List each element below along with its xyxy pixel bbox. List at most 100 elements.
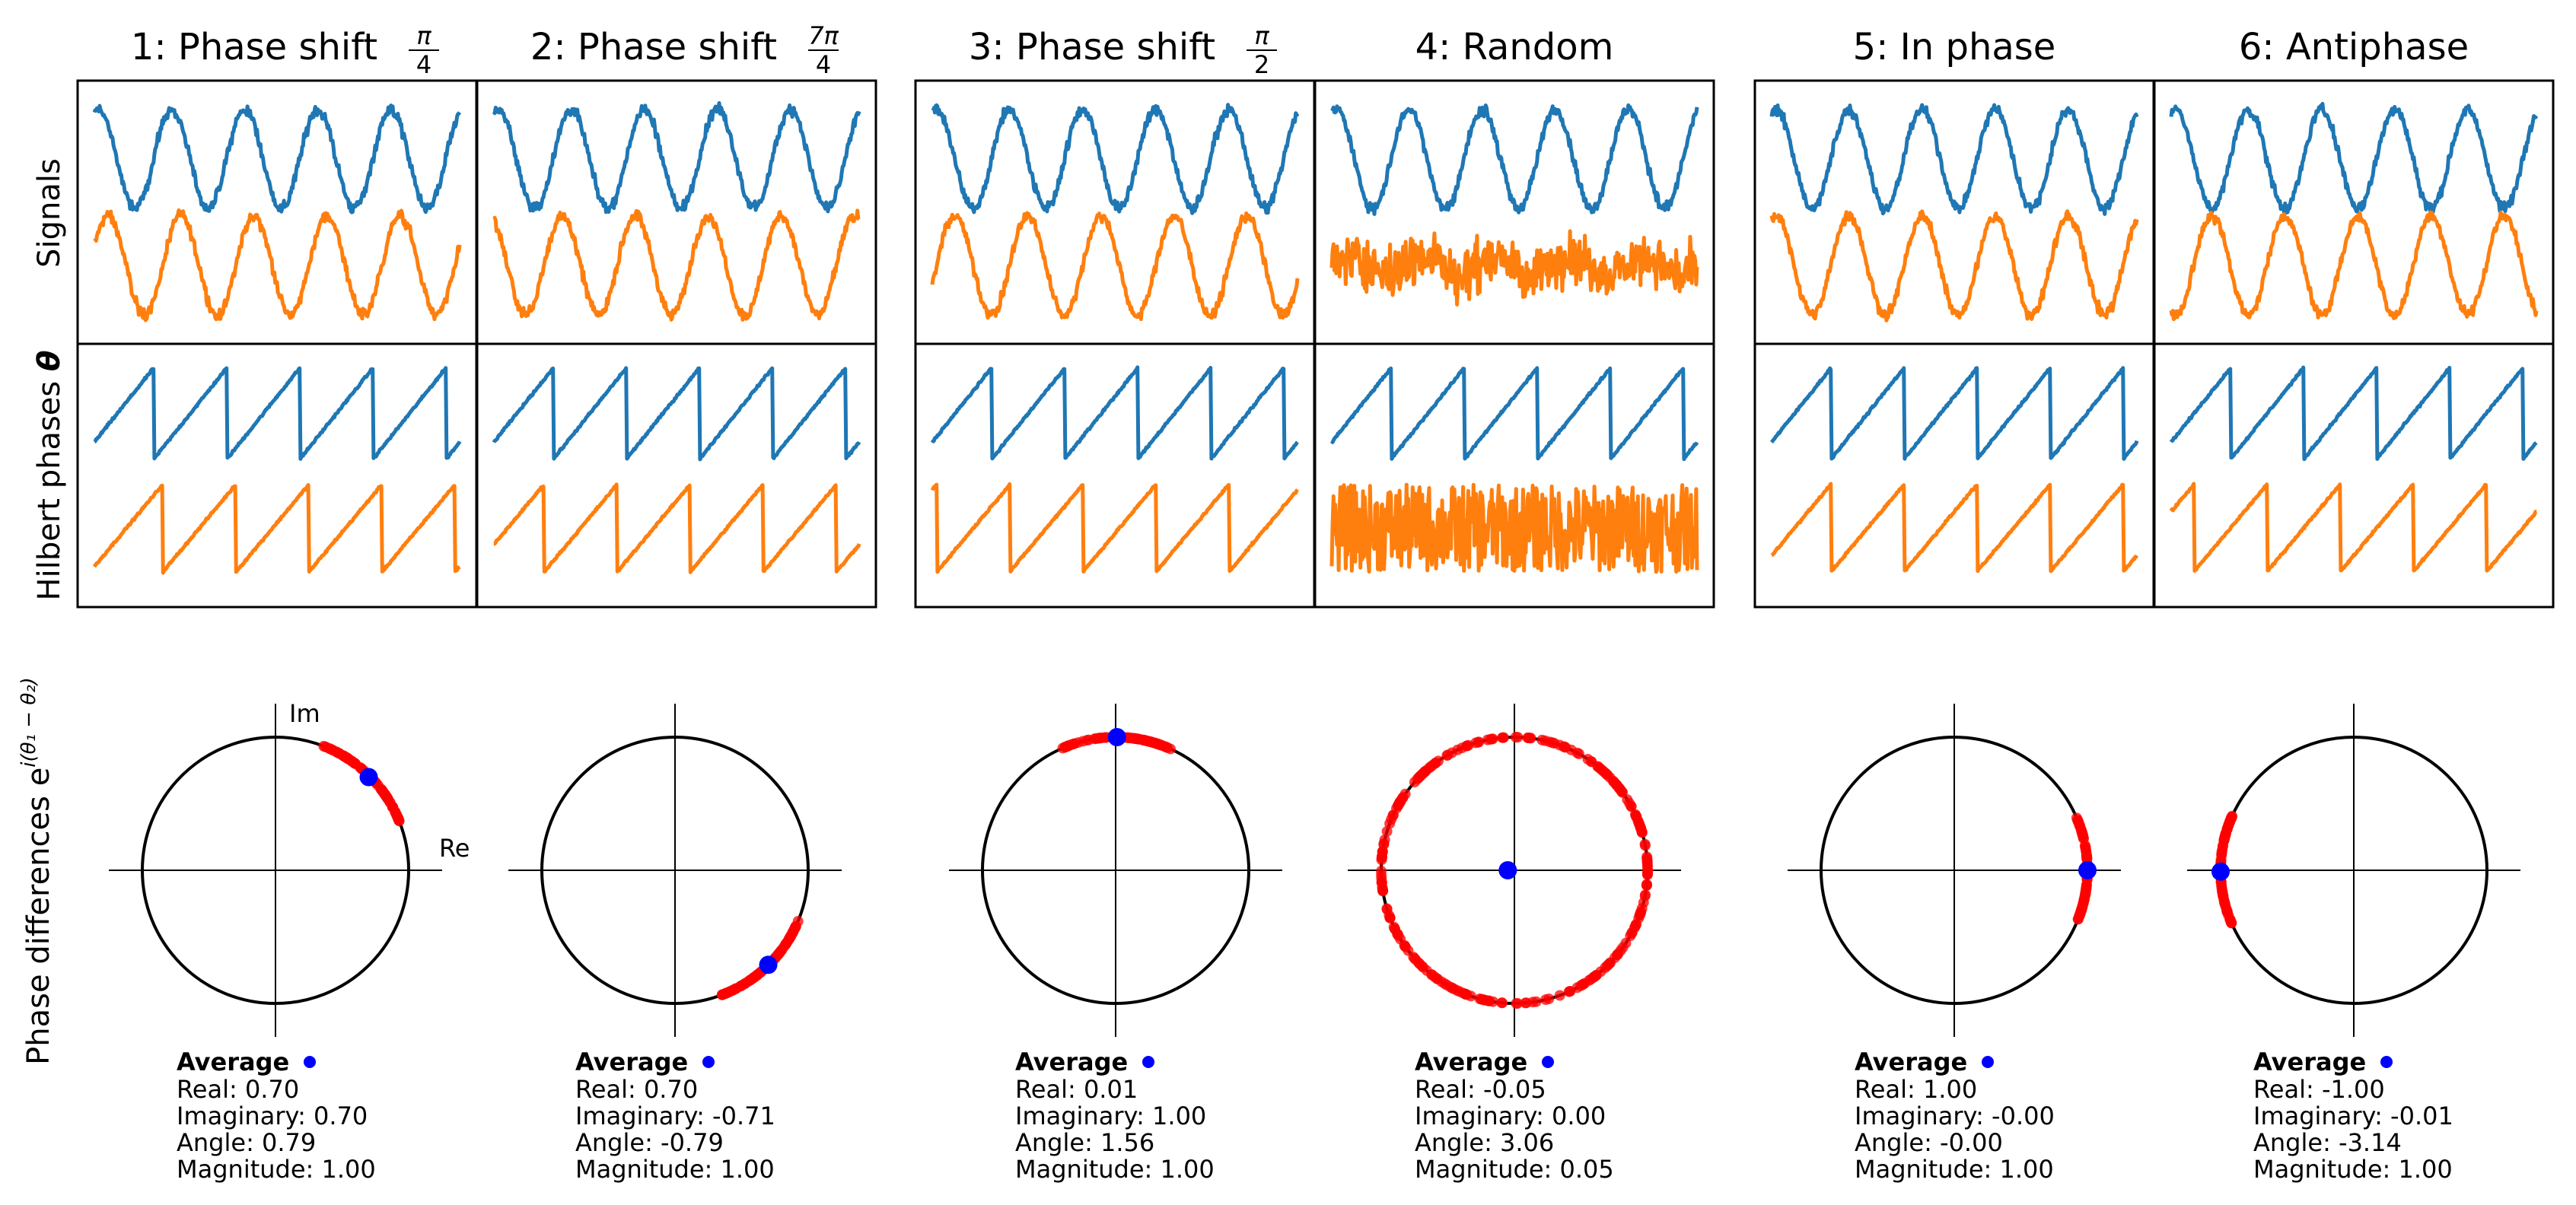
phase-diff-point bbox=[2072, 914, 2084, 925]
signals-axes bbox=[476, 79, 877, 345]
signals-axes bbox=[1313, 79, 1715, 345]
phases-axes bbox=[2153, 342, 2555, 609]
phase-diff-point bbox=[2219, 898, 2231, 909]
signal-1-line bbox=[1330, 103, 1699, 216]
stat-imaginary: Imaginary: 1.00 bbox=[1015, 1102, 1206, 1130]
title-fraction-numerator: π bbox=[1254, 21, 1269, 50]
stat-real: Real: -1.00 bbox=[2253, 1075, 2385, 1104]
phases-axes bbox=[76, 342, 478, 609]
average-heading: Average bbox=[1855, 1048, 1967, 1076]
phase-diff-point bbox=[1634, 910, 1645, 921]
average-heading: Average bbox=[1415, 1048, 1527, 1076]
phase-diff-point bbox=[1565, 986, 1576, 997]
stat-magnitude: Magnitude: 1.00 bbox=[177, 1155, 376, 1184]
signals-axes bbox=[2153, 79, 2555, 345]
average-legend-marker bbox=[1542, 1056, 1554, 1068]
stat-real: Real: -0.05 bbox=[1415, 1075, 1546, 1104]
im-axis-label: Im bbox=[289, 699, 320, 728]
panel-title: 2: Phase shift bbox=[530, 26, 777, 68]
phase-diff-point bbox=[2216, 849, 2227, 860]
phases-frame bbox=[1313, 342, 1715, 609]
phase-diff-point bbox=[1626, 801, 1637, 812]
phases-axes bbox=[1313, 342, 1715, 609]
phases-frame bbox=[914, 342, 1316, 609]
phase-diff-point bbox=[1446, 747, 1457, 758]
phase-diff-point bbox=[1629, 920, 1641, 932]
average-heading: Average bbox=[1015, 1048, 1128, 1076]
phase-diff-point bbox=[2225, 812, 2237, 824]
phase-diff-point bbox=[387, 801, 398, 812]
signal-1-line bbox=[92, 103, 462, 215]
phase-diff-point bbox=[1377, 846, 1388, 857]
phase-diff-point bbox=[780, 939, 791, 950]
phase-1-line bbox=[492, 366, 861, 462]
phase-diff-point bbox=[1488, 996, 1498, 1007]
phase-diff-point bbox=[1620, 937, 1632, 949]
phases-frame bbox=[1753, 342, 2155, 609]
phase-2-line bbox=[1770, 482, 2139, 574]
average-heading: Average bbox=[177, 1048, 289, 1076]
stat-imaginary: Imaginary: -0.00 bbox=[1855, 1102, 2055, 1130]
phase-diff-point bbox=[382, 793, 393, 805]
phase-diff-axes bbox=[1788, 704, 2121, 1037]
phase-diff-point bbox=[1393, 800, 1404, 811]
signals-axes bbox=[914, 79, 1316, 345]
phase-diff-point bbox=[2224, 914, 2236, 925]
stat-real: Real: 0.01 bbox=[1015, 1075, 1138, 1104]
phase-diff-point bbox=[1433, 755, 1444, 767]
unit-circle bbox=[540, 736, 810, 1005]
phase-diff-point bbox=[375, 784, 387, 795]
phase-diff-point bbox=[716, 989, 728, 1000]
signal-2-line bbox=[2169, 210, 2539, 322]
phase-diff-axes bbox=[1348, 704, 1681, 1037]
stat-angle: Angle: 1.56 bbox=[1015, 1128, 1154, 1157]
phase-diff-point bbox=[1381, 904, 1393, 915]
phase-diff-point bbox=[1448, 983, 1460, 994]
phases-frame bbox=[476, 342, 877, 609]
phase-diff-point bbox=[792, 916, 804, 927]
phase-diff-point bbox=[1389, 923, 1400, 934]
stat-imaginary: Imaginary: -0.01 bbox=[2253, 1102, 2453, 1130]
phase-diff-point bbox=[1512, 732, 1524, 743]
phase-diff-points bbox=[318, 740, 405, 827]
phase-diff-point bbox=[1165, 743, 1176, 755]
phase-diff-point bbox=[1629, 809, 1641, 820]
phase-diff-point bbox=[1482, 734, 1493, 746]
phases-axes bbox=[476, 342, 877, 609]
phase-1-line bbox=[1329, 366, 1699, 462]
phase-diff-point bbox=[1536, 734, 1548, 746]
average-marker bbox=[1498, 861, 1517, 879]
phase-diff-axes bbox=[949, 704, 1282, 1037]
phase-1-line bbox=[2169, 365, 2538, 462]
stat-real: Real: 1.00 bbox=[1855, 1075, 1977, 1104]
average-marker bbox=[2211, 862, 2230, 881]
phase-2-line bbox=[92, 483, 461, 575]
stat-real: Real: 0.70 bbox=[575, 1075, 698, 1104]
average-heading: Average bbox=[2253, 1048, 2366, 1076]
phase-diff-point bbox=[1384, 912, 1396, 924]
average-legend-marker bbox=[1982, 1056, 1994, 1068]
signals-axes bbox=[1753, 79, 2155, 345]
row-label-phase-differences: Phase differences ei(θ₁ − θ₂) bbox=[18, 677, 56, 1065]
phase-diff-point bbox=[1460, 988, 1471, 1000]
phases-frame bbox=[76, 342, 478, 609]
phase-diff-point bbox=[393, 815, 405, 826]
average-legend-marker bbox=[2380, 1056, 2393, 1068]
row-label-signals: Signals bbox=[32, 158, 67, 268]
phase-diff-axes bbox=[2187, 704, 2520, 1037]
phase-2-line bbox=[930, 482, 1299, 574]
signal-2-line bbox=[93, 208, 462, 323]
row-label-hilbert-phases: Hilbert phases θ bbox=[32, 351, 67, 601]
phase-diff-point bbox=[1473, 736, 1484, 748]
row-label-theta: θ bbox=[32, 351, 67, 371]
phase-diff-point bbox=[1419, 767, 1430, 778]
phase-diff-point bbox=[2219, 833, 2230, 844]
phase-diff-point bbox=[1511, 998, 1522, 1009]
panel-title: 3: Phase shift bbox=[969, 26, 1215, 68]
signal-2-line bbox=[1769, 209, 2139, 323]
phase-diff-point bbox=[1386, 814, 1397, 825]
panel-title: 1: Phase shift bbox=[131, 26, 377, 68]
